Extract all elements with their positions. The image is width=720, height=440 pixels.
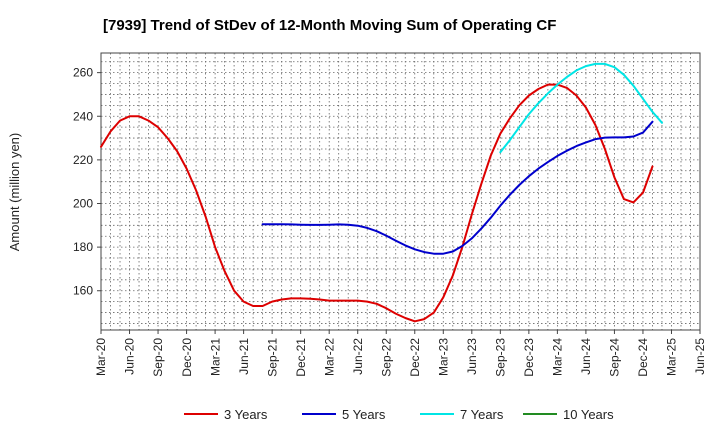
y-tick-label: 160 bbox=[73, 284, 93, 298]
series-line-7-years bbox=[499, 62, 663, 154]
x-tick-label: Sep-21 bbox=[265, 338, 279, 377]
x-tick-label: Dec-23 bbox=[522, 338, 536, 377]
series-line-5-years bbox=[261, 120, 654, 255]
x-tick-label: Mar-25 bbox=[665, 338, 679, 376]
legend-label: 5 Years bbox=[342, 407, 386, 422]
plot-frame bbox=[100, 52, 701, 331]
x-tick-label: Dec-20 bbox=[180, 338, 194, 377]
x-tick-label: Dec-24 bbox=[636, 338, 650, 377]
legend-label: 7 Years bbox=[460, 407, 504, 422]
chart-title: [7939] Trend of StDev of 12-Month Moving… bbox=[103, 17, 556, 34]
series-layer bbox=[100, 62, 663, 323]
x-tick-label: Sep-24 bbox=[608, 338, 622, 377]
x-tick-label: Dec-21 bbox=[294, 338, 308, 377]
y-tick-label: 220 bbox=[73, 153, 93, 167]
x-tick-label: Jun-22 bbox=[351, 338, 365, 375]
x-axis-ticks: Mar-20 Jun-20 Sep-20 Dec-20 Mar-21 Jun-21 Sep-… bbox=[94, 330, 707, 377]
grid bbox=[101, 53, 700, 330]
x-tick-label: Mar-23 bbox=[436, 338, 450, 376]
legend: 3 Years 5 Years 7 Years 10 Years bbox=[184, 407, 614, 422]
legend-label: 10 Years bbox=[563, 407, 614, 422]
legend-label: 3 Years bbox=[224, 407, 268, 422]
x-tick-label: Jun-21 bbox=[237, 338, 251, 375]
x-tick-label: Sep-22 bbox=[379, 338, 393, 377]
x-tick-label: Jun-23 bbox=[465, 338, 479, 375]
x-tick-label: Mar-20 bbox=[94, 338, 108, 376]
y-axis-label: Amount (million yen) bbox=[7, 133, 22, 252]
x-tick-label: Sep-23 bbox=[494, 338, 508, 377]
y-tick-label: 200 bbox=[73, 196, 93, 210]
x-tick-label: Jun-25 bbox=[693, 338, 707, 375]
x-tick-label: Mar-24 bbox=[551, 338, 565, 376]
x-tick-label: Mar-21 bbox=[208, 338, 222, 376]
x-tick-label: Mar-22 bbox=[322, 338, 336, 376]
x-tick-label: Sep-20 bbox=[151, 338, 165, 377]
y-tick-label: 260 bbox=[73, 66, 93, 80]
x-tick-label: Dec-22 bbox=[408, 338, 422, 377]
y-tick-label: 180 bbox=[73, 240, 93, 254]
y-axis-ticks: 160 180 200 220 240 260 bbox=[73, 66, 101, 298]
x-tick-label: Jun-24 bbox=[579, 338, 593, 375]
y-tick-label: 240 bbox=[73, 109, 93, 123]
x-tick-label: Jun-20 bbox=[123, 338, 137, 375]
series-line-3-years bbox=[100, 83, 654, 323]
